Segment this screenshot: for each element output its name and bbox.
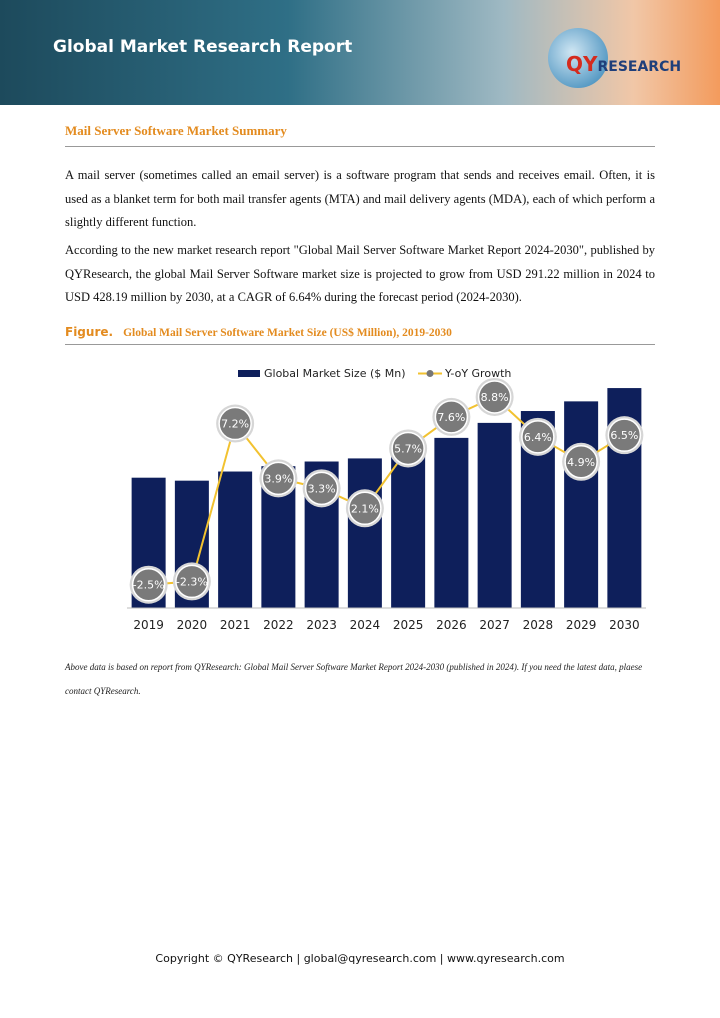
logo-rest: RESEARCH [597,59,682,75]
figure-caption: Figure. Global Mail Server Software Marke… [65,325,655,345]
growth-label: 5.7% [394,442,422,455]
footer: Copyright © QYResearch | global@qyresear… [155,952,565,965]
growth-label: 7.6% [437,411,465,424]
growth-bubble [521,420,555,454]
x-tick-label: 2019 [133,618,164,632]
chart: Global Market Size ($ Mn) Y-oY Growth 2019… [127,367,646,632]
growth-label: -2.5% [133,579,165,592]
x-tick-label: 2024 [350,618,381,632]
growth-bubble [348,491,382,526]
bar [347,458,382,608]
growth-label: 3.3% [308,482,336,495]
x-tick-label: 2020 [177,618,208,632]
figure-label: Figure. [65,325,114,339]
growth-label: 6.4% [524,431,552,444]
x-tick-label: 2030 [609,618,640,632]
growth-bubble [175,564,209,599]
logo-main: QY [566,52,598,76]
growth-label: 7.2% [221,418,249,431]
growth-label: 6.5% [610,429,638,442]
growth-bubble [434,400,469,434]
section-title: Mail Server Software Market Summary [65,123,655,147]
figure-title: Global Mail Server Software Market Size … [123,327,452,339]
bar [434,437,469,608]
logo-globe [548,28,608,88]
paragraph: According to the new market research rep… [65,243,655,304]
growth-bubble [564,445,598,479]
note: Above data is based on report from QYRes… [65,662,643,696]
legend-label: Y-oY Growth [444,367,511,380]
legend-swatch [426,370,434,377]
header-title: Global Market Research Report [53,37,353,57]
x-tick-label: 2027 [479,618,510,632]
x-tick-label: 2025 [393,618,424,632]
x-tick-label: 2021 [220,618,251,632]
growth-label: 4.9% [567,456,595,469]
growth-bubble [304,471,339,506]
growth-bubble [131,567,166,602]
growth-label: -2.3% [176,575,208,588]
growth-label: 3.9% [264,472,292,485]
bar [218,471,253,608]
x-tick-label: 2022 [263,618,294,632]
growth-bubble [218,406,252,441]
logo: QYRESEARCH [566,52,681,76]
growth-bubble [261,461,296,496]
legend-label: Global Market Size ($ Mn) [264,367,406,380]
growth-bubble [607,418,642,452]
growth-label: 8.8% [481,391,509,404]
legend-swatch [238,370,260,377]
x-tick-label: 2028 [523,618,554,632]
header: Global Market Research Report QYRESEARCH [0,0,720,105]
x-tick-label: 2029 [566,618,597,632]
x-tick-label: 2023 [306,618,337,632]
growth-label: 2.1% [351,502,379,515]
bar [564,401,599,608]
bar [391,449,426,608]
x-tick-label: 2026 [436,618,467,632]
bar [477,422,512,608]
paragraph: A mail server (sometimes called an email… [65,168,655,229]
growth-bubble [477,380,512,414]
growth-bubble [391,431,425,466]
